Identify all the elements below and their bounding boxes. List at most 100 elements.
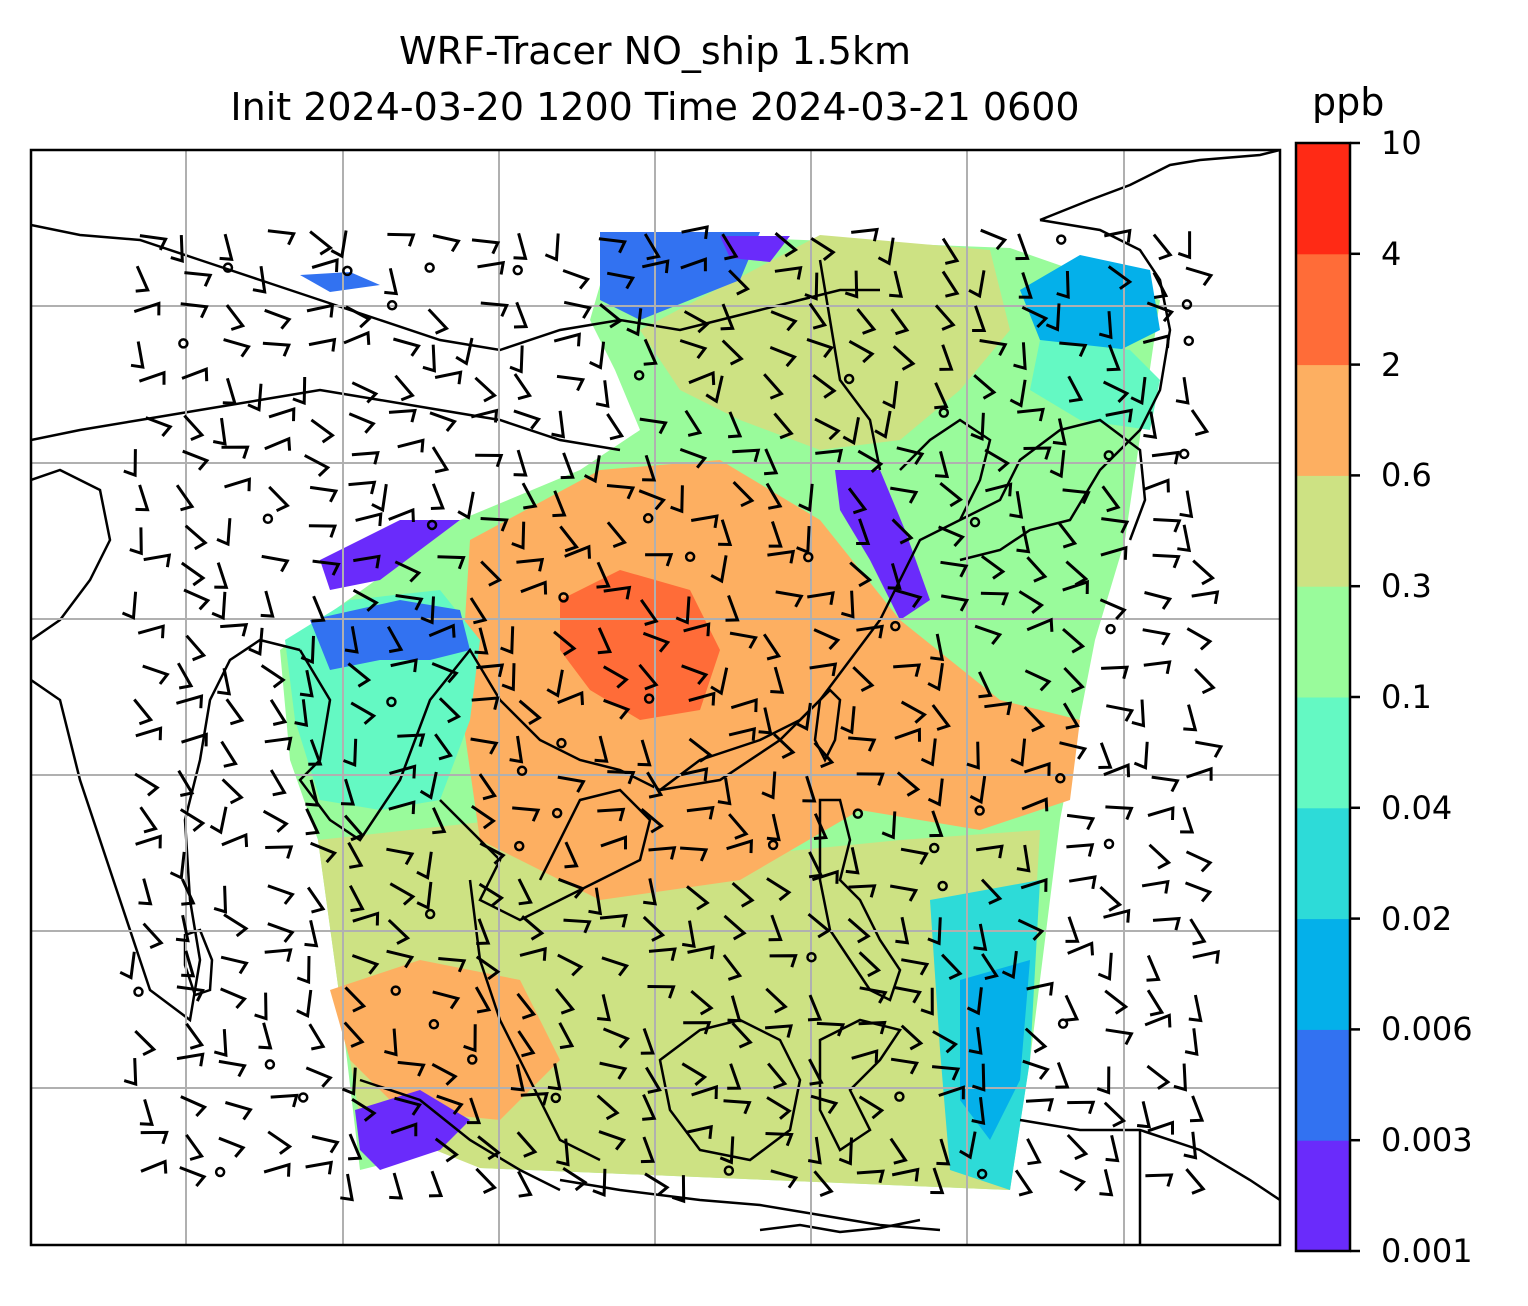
wind-barb <box>475 453 504 468</box>
wind-barb <box>626 308 643 337</box>
wind-barb <box>768 521 783 548</box>
wind-barb <box>721 339 744 366</box>
wind-barb <box>180 302 209 319</box>
wind-barb <box>1062 488 1091 505</box>
wind-barb <box>176 985 205 1002</box>
wind-barb <box>597 807 626 822</box>
wind-barb <box>470 805 496 830</box>
wind-barb <box>1146 301 1175 323</box>
wind-barb <box>939 482 964 508</box>
wind-barb <box>765 482 783 510</box>
map-frame <box>29 148 1282 1247</box>
wind-barb <box>397 438 425 453</box>
wind-barb <box>930 1167 945 1195</box>
wind-barb <box>1068 875 1097 890</box>
wind-barb <box>185 1134 205 1161</box>
wind-barb <box>559 525 579 553</box>
wind-barb <box>683 622 711 637</box>
wind-barb <box>1184 881 1213 903</box>
wind-barb <box>966 741 980 770</box>
wind-barb <box>1101 485 1121 513</box>
wind-barb <box>389 882 416 906</box>
wind-barb <box>476 663 505 678</box>
wind-barb <box>553 332 581 347</box>
wind-barb <box>512 806 541 822</box>
colorbar-segment <box>1296 364 1350 476</box>
wind-barb <box>1098 742 1113 769</box>
wind-barb <box>845 846 860 875</box>
wind-barb <box>175 484 195 512</box>
calm-wind-marker <box>386 696 397 708</box>
wind-barb <box>564 841 579 869</box>
wind-barb <box>1177 231 1192 260</box>
wind-barb <box>513 301 529 329</box>
wind-barb <box>1062 702 1080 730</box>
wind-barb <box>214 562 229 589</box>
wind-barb <box>1192 949 1220 964</box>
wind-barb <box>420 596 435 625</box>
wind-barb <box>896 446 925 466</box>
tracer-band-blue-east <box>960 960 1030 1140</box>
wind-barb <box>941 237 960 265</box>
wind-barb <box>858 1095 885 1120</box>
wind-barb <box>810 237 836 261</box>
wind-barb <box>463 1024 477 1053</box>
wind-barb <box>145 416 173 437</box>
wind-barb <box>305 1160 333 1175</box>
wind-barb <box>1152 271 1169 299</box>
calm-wind-marker <box>1103 838 1115 850</box>
wind-barb <box>606 484 636 500</box>
wind-barb <box>606 413 625 441</box>
wind-barb <box>345 305 372 329</box>
wind-barb <box>588 887 603 916</box>
wind-barb <box>351 954 380 975</box>
wind-barb <box>970 412 985 441</box>
calm-wind-marker <box>1103 450 1115 461</box>
wind-barb <box>261 554 290 573</box>
wind-barb <box>135 265 150 293</box>
calm-wind-marker <box>928 842 940 854</box>
tracer-band-blue-north <box>600 232 760 320</box>
wind-barb <box>971 1063 986 1092</box>
wind-barb <box>308 337 337 352</box>
wind-barb <box>416 851 433 880</box>
calm-wind-marker <box>556 737 567 749</box>
wind-barb <box>596 1094 620 1121</box>
wind-barb <box>807 1136 822 1165</box>
wind-barb <box>311 595 326 623</box>
wind-barb <box>675 596 691 625</box>
wind-barb <box>1062 627 1086 654</box>
wind-barb <box>722 954 743 981</box>
wind-barb <box>312 559 341 576</box>
wind-barb <box>1131 699 1146 728</box>
wind-barb <box>813 741 835 769</box>
wind-barb <box>1105 408 1133 423</box>
wind-barb <box>607 770 636 785</box>
wind-barb <box>932 1030 959 1054</box>
wind-barb <box>1101 517 1130 534</box>
wind-barb <box>353 554 381 569</box>
wind-barb <box>139 806 158 834</box>
wind-barb <box>1179 490 1194 519</box>
wind-barb <box>807 591 835 606</box>
wind-barb <box>176 1052 205 1067</box>
wind-barb <box>1059 1169 1087 1192</box>
wind-barb <box>343 330 371 345</box>
wind-barb <box>890 1057 919 1075</box>
wind-barb <box>1146 989 1165 1017</box>
wind-barb <box>599 1061 628 1080</box>
wind-barb <box>814 417 841 441</box>
wind-barb <box>1063 666 1085 694</box>
wind-barb <box>1066 843 1095 857</box>
wind-barb <box>299 669 314 698</box>
wind-barb <box>1151 450 1180 465</box>
coast-russia-north <box>1039 150 1280 222</box>
wind-barb <box>1099 598 1127 621</box>
wind-barb <box>180 1095 208 1118</box>
wind-barb <box>892 345 916 371</box>
wind-barb <box>209 806 228 835</box>
wind-barb <box>1067 1100 1096 1115</box>
wind-barb <box>721 233 739 261</box>
wind-barb <box>1062 579 1089 595</box>
colorbar-tick-label: 2 <box>1381 345 1402 384</box>
